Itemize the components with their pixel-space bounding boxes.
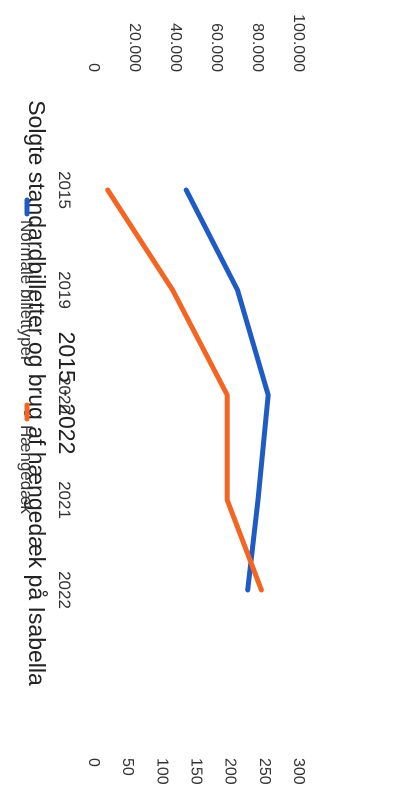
y-left-tick-label: 40.000: [167, 23, 184, 72]
x-tick-label: 2020: [55, 376, 74, 414]
y-right-tick-label: 200: [222, 758, 239, 785]
legend-label: Hængedæk: [17, 425, 36, 514]
x-tick-label: 2022: [55, 571, 74, 609]
y-left-tick-label: 20.000: [126, 23, 143, 72]
y-right-tick-label: 0: [85, 758, 102, 767]
y-right-tick-label: 250: [256, 758, 273, 785]
y-right-tick-label: 150: [188, 758, 205, 785]
chart-title: Solgte standardbilletter og brug af hæng…: [24, 100, 50, 686]
chart-subtitle: 2015 - 2022: [54, 332, 80, 455]
y-left-tick-label: 0: [85, 63, 102, 72]
y-right-tick-label: 300: [290, 758, 307, 785]
series-line: [183, 187, 271, 593]
y-right-tick-label: 50: [119, 758, 136, 776]
y-left-tick-label: 80.000: [249, 23, 266, 72]
y-right-tick-label: 100: [153, 758, 170, 785]
legend-label: Normale billettyper: [17, 220, 36, 362]
x-tick-label: 2021: [55, 481, 74, 519]
x-tick-label: 2015: [55, 171, 74, 209]
x-tick-label: 2019: [55, 271, 74, 309]
series-line: [105, 187, 264, 593]
y-left-tick-label: 60.000: [208, 23, 225, 72]
y-left-tick-label: 100.000: [290, 14, 307, 72]
